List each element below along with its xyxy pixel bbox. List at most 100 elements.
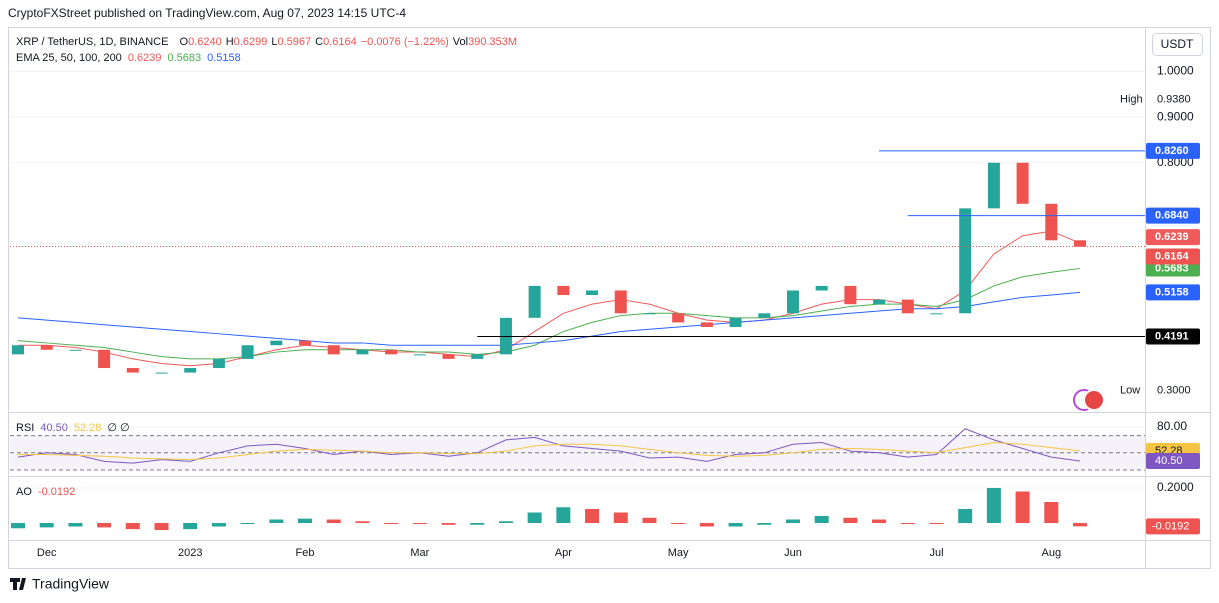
ohlc-value: 0.5967 [277,36,311,48]
high-value: 0.9380 [1157,94,1191,106]
level-badge: 0.8260 [1155,145,1189,157]
ema-badge: 0.5158 [1155,286,1189,298]
ao-bar [843,517,858,524]
candle-body [126,368,139,373]
y-tick-label: 1.0000 [1157,64,1194,78]
ao-legend: AO -0.0192 [16,486,75,498]
x-tick-label: Aug [1042,547,1062,559]
ohlc-value: 0.6299 [234,36,268,48]
y-tick-label: 80.00 [1157,419,1187,433]
x-tick-label: 2023 [178,547,202,559]
candle-body [69,349,82,351]
candle-body [815,285,828,291]
sponsor-icon [1073,389,1105,411]
candle-body [700,322,713,327]
candle-body [987,162,1000,209]
logo-icon [10,578,26,590]
symbol-title: XRP / TetherUS, 1D, BINANCE [16,36,168,48]
level-badge-bg [1146,142,1200,159]
ohlc-value: 0.6240 [188,36,222,48]
level-badge-bg [1146,328,1200,345]
ohlc-key: C [315,36,323,48]
ao-bar [498,521,513,524]
y-tick-label: 0.9000 [1157,109,1194,123]
candle-body [1074,240,1086,247]
ao-bar [298,518,313,524]
icon-flag [1083,389,1105,411]
candle-body [643,313,656,315]
ao-badge-bg [1146,518,1200,535]
ao-bar [1044,501,1059,524]
ao-bar [699,523,714,527]
candle-body [299,340,312,346]
publisher-line: CryptoFXStreet published on TradingView.… [8,6,406,20]
x-tick-label: May [668,547,689,559]
low-value: 0.3000 [1157,385,1191,397]
candle-body [528,285,541,318]
ao-value: -0.0192 [38,486,75,498]
candle-body [959,208,972,314]
currency-label[interactable]: USDT [1161,37,1194,51]
rsi-line [18,441,1081,461]
ao-bar [39,523,54,528]
frame [8,27,1211,569]
low-label: Low [1120,385,1140,397]
candle-body [930,313,943,315]
currency-button[interactable] [1152,33,1203,56]
ohlc-key: L [271,36,277,48]
candle-body [672,313,685,323]
candle-body [40,345,53,350]
level-badge: 0.4191 [1155,330,1189,342]
candle-body [385,349,398,355]
y-tick-label: 0.2000 [1157,480,1194,494]
ao-bar [269,519,284,524]
legend: XRP / TetherUS, 1D, BINANCE O0.6240 H0.62… [16,36,517,48]
ao-bar [355,521,370,524]
ao-bar [1015,491,1030,524]
ao-bar [384,523,399,525]
x-tick-label: Jul [929,547,943,559]
ao-bar [814,516,829,524]
candle-body [241,345,254,359]
ao-bar [728,523,743,527]
rsi-badge: 40.50 [1155,455,1183,467]
ao-bar [642,517,657,524]
footer-brand: TradingView [32,576,110,592]
candle-body [901,299,914,314]
candle-body [327,345,340,355]
ao-bar [958,509,973,524]
candle-body [873,299,886,305]
ao-bar [68,523,83,527]
x-tick-label: Feb [296,547,315,559]
ao-bar [785,519,800,524]
candle-body [758,313,771,318]
rsi-value: 52.28 [74,422,102,434]
ao-bar [872,519,887,524]
ohlc-value: 0.6164 [323,36,357,48]
current-price-badge-bg [1146,248,1200,265]
candle-body [442,354,455,359]
ema-badge-bg [1146,284,1200,301]
ao-bar [97,523,112,528]
ao-bar [757,523,772,525]
x-tick-label: Mar [410,547,429,559]
ao-bar [613,512,628,524]
candle-body [586,290,599,296]
candle-body [270,340,283,346]
symbol-legend: XRP / TetherUS, 1D, BINANCE O0.6240 H0.62… [16,36,517,48]
ao-bar [929,523,944,525]
current-price-badge: 0.6164 [1155,250,1190,262]
x-tick-label: Dec [37,547,57,559]
ema-value: 0.5683 [167,52,201,64]
high-label: High [1120,94,1143,106]
ao-bar [154,523,169,531]
candle-body [614,290,627,314]
ao-bar [671,523,686,525]
volume-key: Vol [453,36,468,48]
ema-badge: 0.6239 [1155,231,1189,243]
ohlc-key: O [180,36,189,48]
ao-bar [556,507,571,524]
ao-bar [125,523,140,530]
rsi-legend: RSI 40.50 52.28 ∅ ∅ [16,422,130,434]
